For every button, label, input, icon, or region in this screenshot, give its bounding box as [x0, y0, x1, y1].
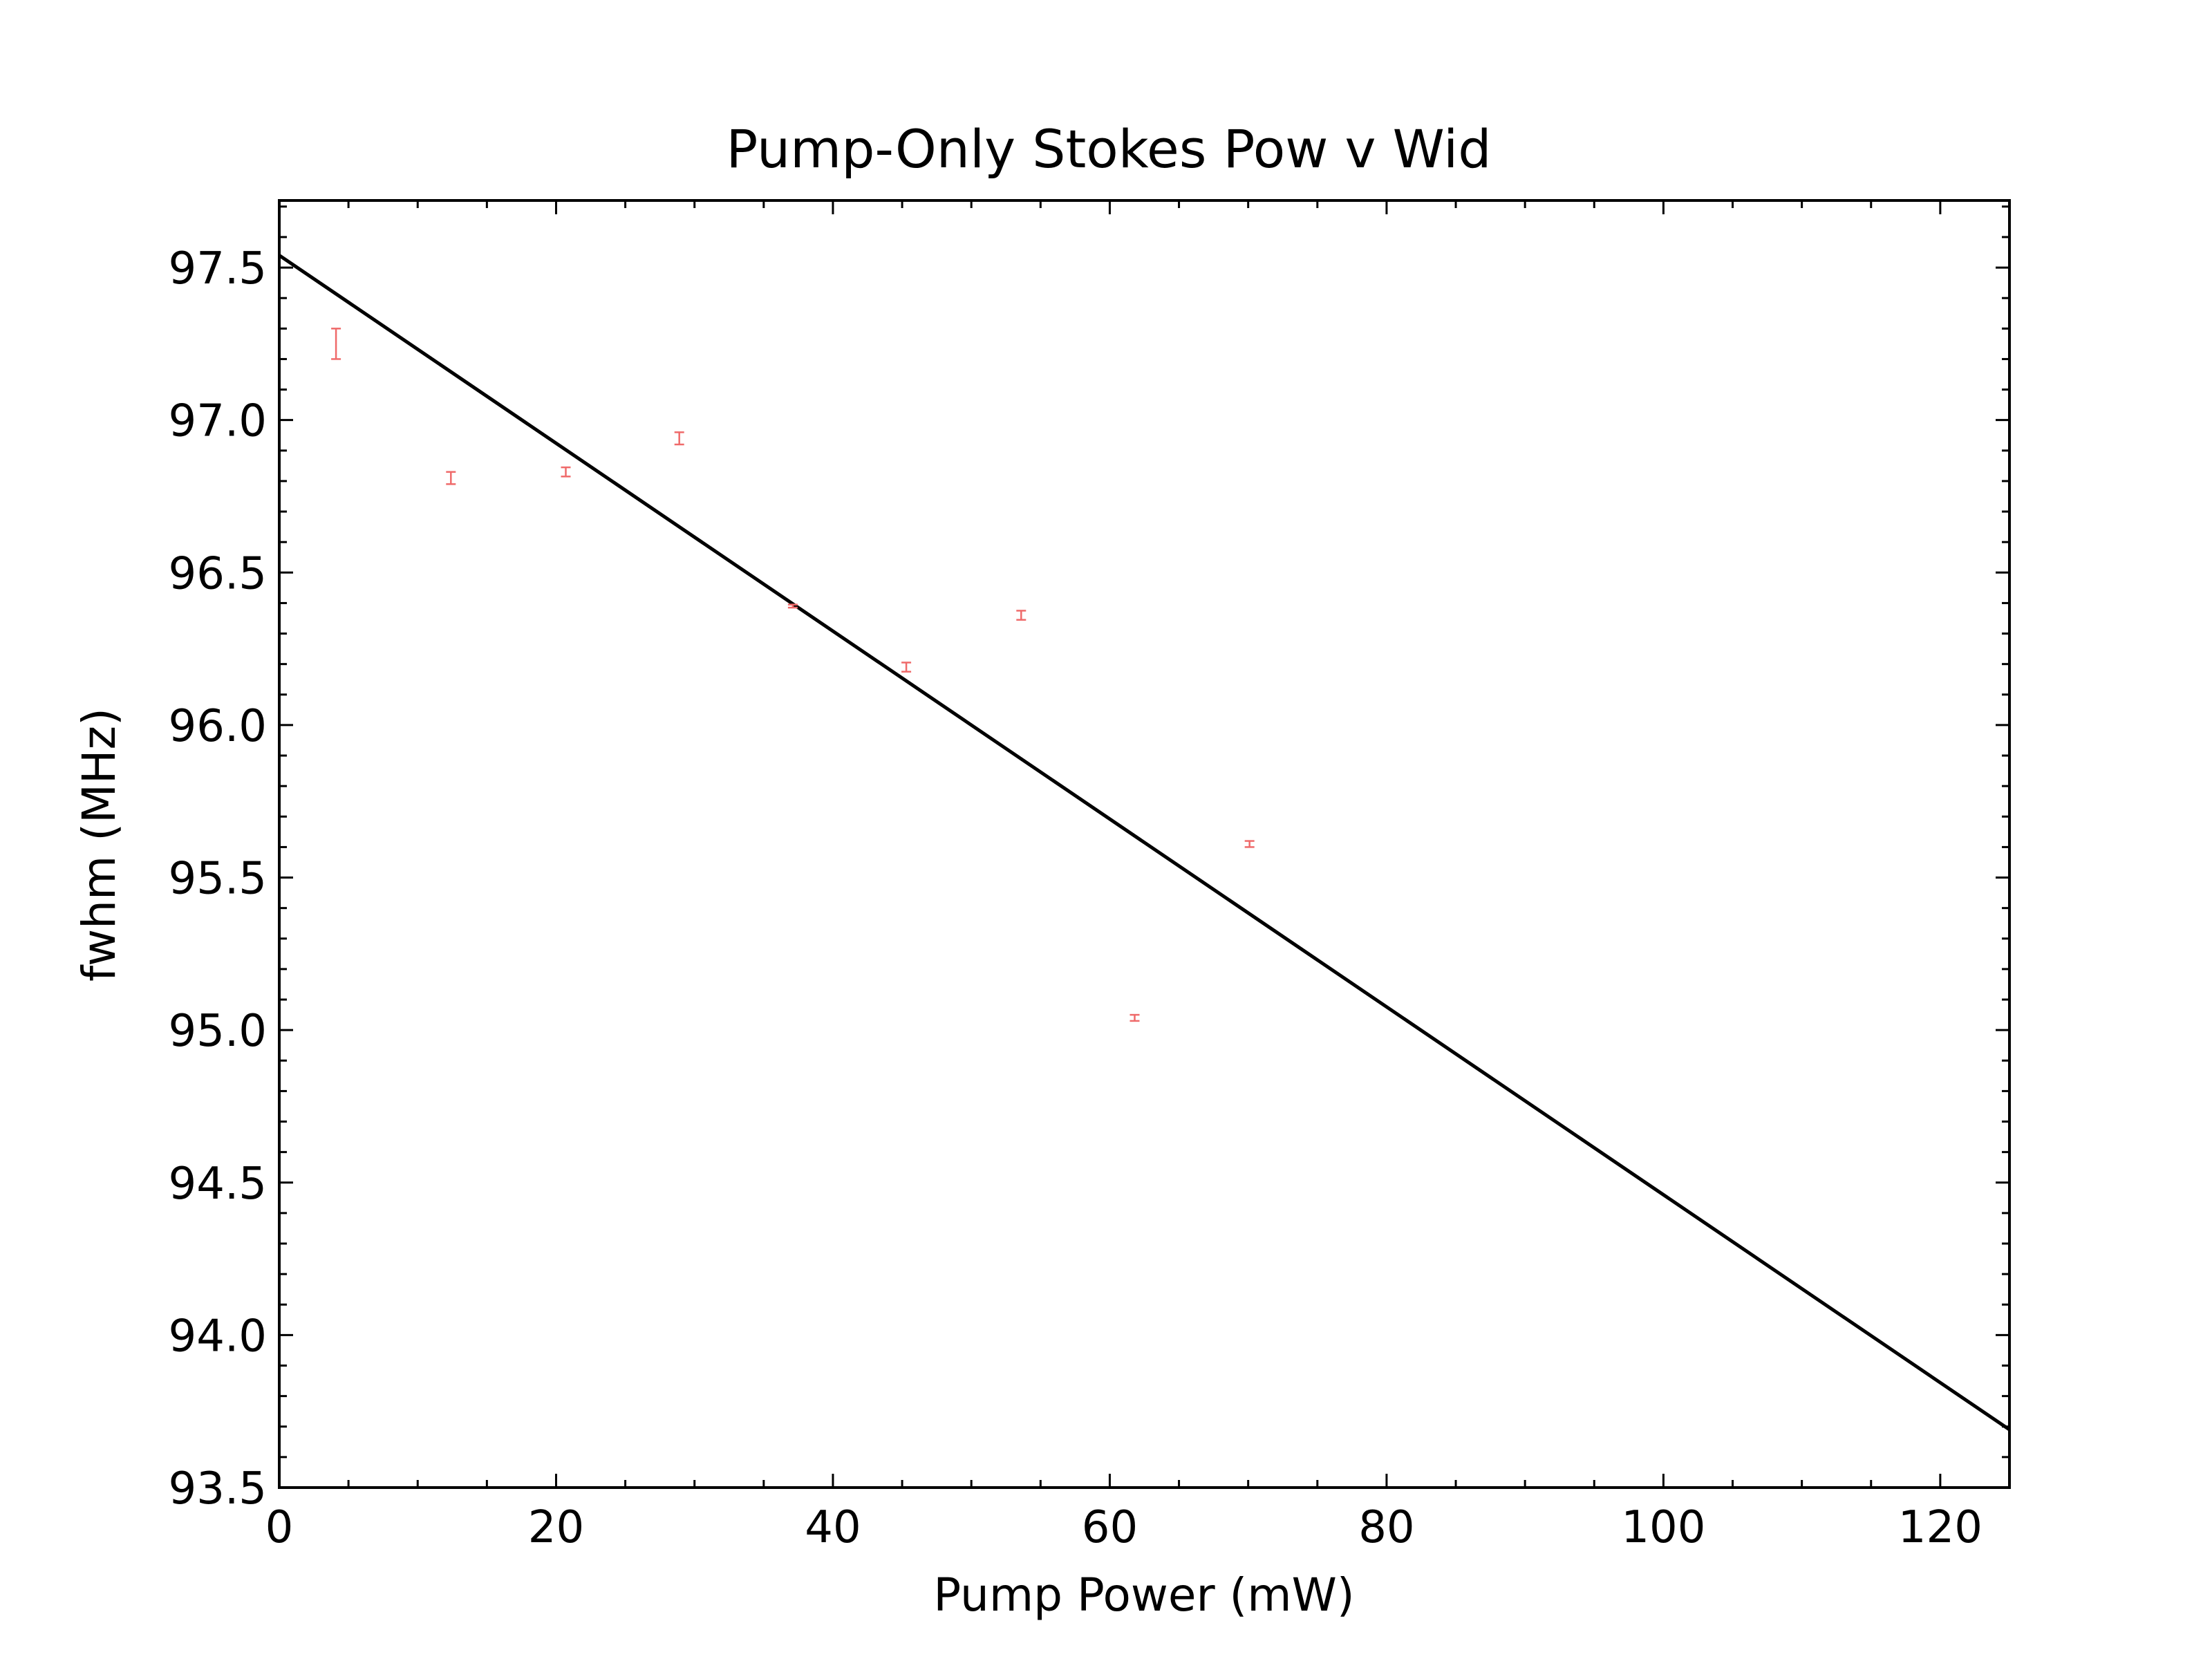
error-bar-point [1244, 840, 1255, 848]
y-tick-label: 95.5 [169, 854, 268, 905]
y-tick-label: 93.5 [169, 1463, 268, 1515]
error-bar-point [331, 328, 341, 360]
x-tick-label: 0 [265, 1502, 294, 1553]
x-tick-label: 120 [1898, 1502, 1983, 1553]
error-bar-point [787, 603, 798, 609]
x-tick-label: 80 [1358, 1502, 1414, 1553]
plot-frame [278, 199, 2011, 1489]
error-bar-point [901, 662, 912, 673]
chart-title: Pump-Only Stokes Pow v Wid [727, 118, 1492, 180]
error-bar-point [561, 466, 571, 478]
fit-line [278, 254, 2011, 1432]
y-tick-label: 95.0 [169, 1006, 268, 1057]
x-tick-label: 100 [1621, 1502, 1705, 1553]
error-bar-point [446, 471, 456, 485]
y-tick-label: 94.0 [169, 1311, 268, 1362]
x-tick-label: 40 [805, 1502, 861, 1553]
error-bar-point [1016, 610, 1027, 621]
data-points-layer [331, 328, 1255, 1022]
y-tick-label: 94.5 [169, 1159, 268, 1210]
y-tick-label: 97.5 [169, 243, 268, 294]
y-axis-label: fwhm (MHz) [73, 708, 126, 982]
x-tick-label: 20 [528, 1502, 584, 1553]
error-bar-point [1130, 1013, 1140, 1022]
error-bar-point [674, 431, 684, 446]
y-tick-label: 96.5 [169, 548, 268, 599]
y-tick-label: 96.0 [169, 701, 268, 752]
y-tick-label: 97.0 [169, 396, 268, 447]
x-tick-label: 60 [1082, 1502, 1138, 1553]
x-axis-label: Pump Power (mW) [933, 1568, 1354, 1622]
tick-labels: 0 20 40 60 80 100 120 93.5 94.0 94.5 95.0 95.5 96.0 9… [169, 243, 1983, 1553]
fit-line-layer [278, 254, 2011, 1432]
